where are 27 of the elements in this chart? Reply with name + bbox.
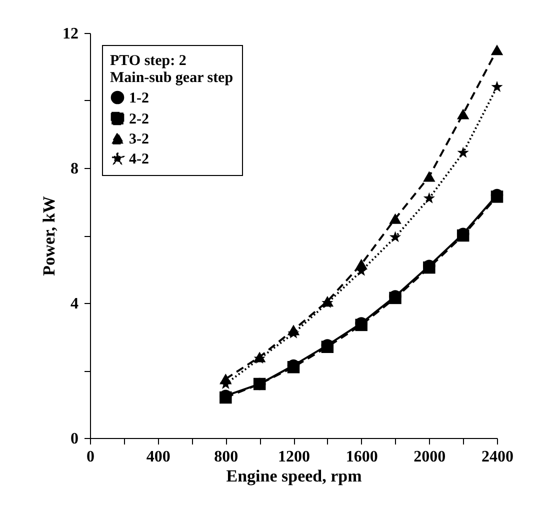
y-axis-title: Power, kW: [40, 196, 58, 276]
x-tick-label: 1600: [346, 448, 378, 466]
y-tick-label: 12: [62, 26, 78, 42]
x-tick-label: 0: [86, 448, 94, 466]
legend-title: PTO step: 2 Main-sub gear step: [110, 53, 234, 86]
y-tick-label: 0: [70, 430, 78, 448]
point: [423, 192, 435, 204]
point: [491, 80, 503, 92]
legend-label: 3-2: [129, 132, 149, 148]
point: [456, 108, 470, 120]
x-tick-label: 1200: [278, 448, 310, 466]
point: [490, 44, 504, 56]
x-tick-label: 800: [214, 448, 238, 466]
x-tick-label: 2000: [414, 448, 446, 466]
x-tick-label: 2400: [482, 448, 514, 466]
legend-label: 1-2: [129, 90, 149, 106]
point: [389, 231, 402, 242]
point: [457, 146, 469, 158]
legend-label: 4-2: [129, 152, 149, 168]
y-tick-label: 8: [70, 160, 78, 178]
point: [389, 213, 402, 224]
point: [423, 171, 436, 182]
x-tick-label: 400: [146, 448, 170, 466]
point: [253, 378, 266, 390]
y-tick-label: 4: [70, 296, 78, 312]
x-axis-title: Engine speed, rpm: [226, 466, 362, 486]
legend-label: 2-2: [129, 112, 149, 128]
